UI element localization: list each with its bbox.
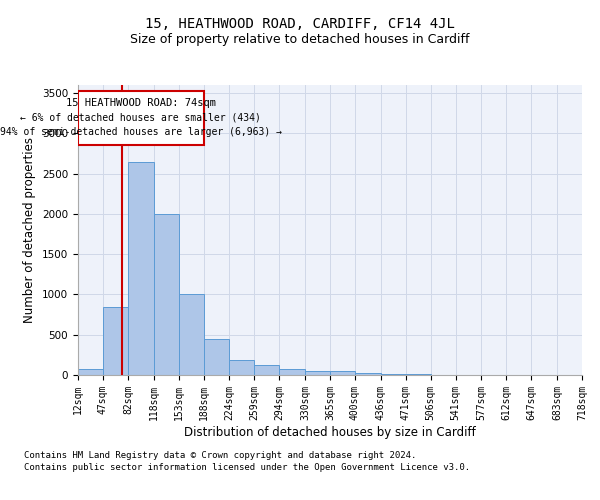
Bar (179, 294, 203, 375)
Bar (128, 162, 154, 375)
Text: 15 HEATHWOOD ROAD: 74sqm: 15 HEATHWOOD ROAD: 74sqm (66, 98, 216, 108)
Text: Contains HM Land Registry data © Crown copyright and database right 2024.: Contains HM Land Registry data © Crown c… (24, 450, 416, 460)
Bar (406, 374, 431, 375)
Bar (355, 372, 380, 375)
Bar (103, 308, 128, 375)
Bar (380, 374, 406, 375)
Y-axis label: Number of detached properties: Number of detached properties (23, 137, 37, 323)
X-axis label: Distribution of detached houses by size in Cardiff: Distribution of detached houses by size … (184, 426, 476, 438)
Bar (254, 365, 280, 375)
Bar (305, 370, 330, 375)
Text: 94% of semi-detached houses are larger (6,963) →: 94% of semi-detached houses are larger (… (0, 128, 282, 138)
FancyBboxPatch shape (78, 90, 203, 144)
Bar (229, 360, 254, 375)
Text: Size of property relative to detached houses in Cardiff: Size of property relative to detached ho… (130, 32, 470, 46)
Bar (78, 368, 103, 375)
Bar (154, 214, 179, 375)
Text: ← 6% of detached houses are smaller (434): ← 6% of detached houses are smaller (434… (20, 112, 261, 122)
Text: Contains public sector information licensed under the Open Government Licence v3: Contains public sector information licen… (24, 463, 470, 472)
Bar (330, 372, 355, 375)
Bar (203, 339, 229, 375)
Text: 15, HEATHWOOD ROAD, CARDIFF, CF14 4JL: 15, HEATHWOOD ROAD, CARDIFF, CF14 4JL (145, 18, 455, 32)
Bar (280, 370, 305, 375)
